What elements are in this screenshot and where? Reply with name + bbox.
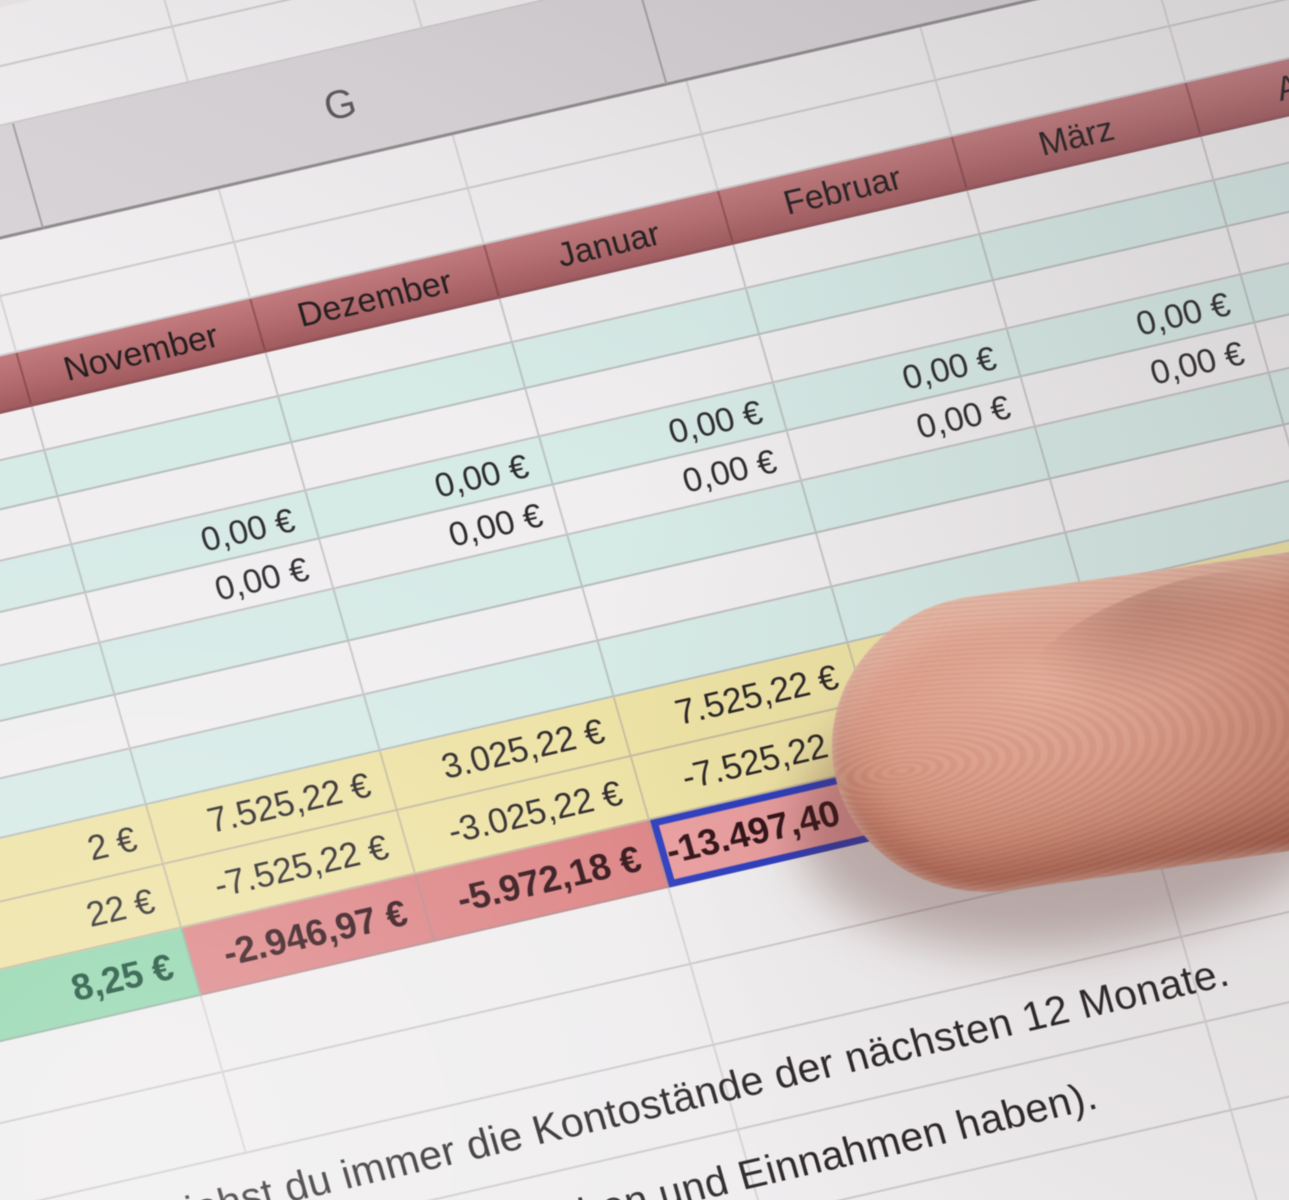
- photo-of-spreadsheet: G H November D: [0, 0, 1289, 1200]
